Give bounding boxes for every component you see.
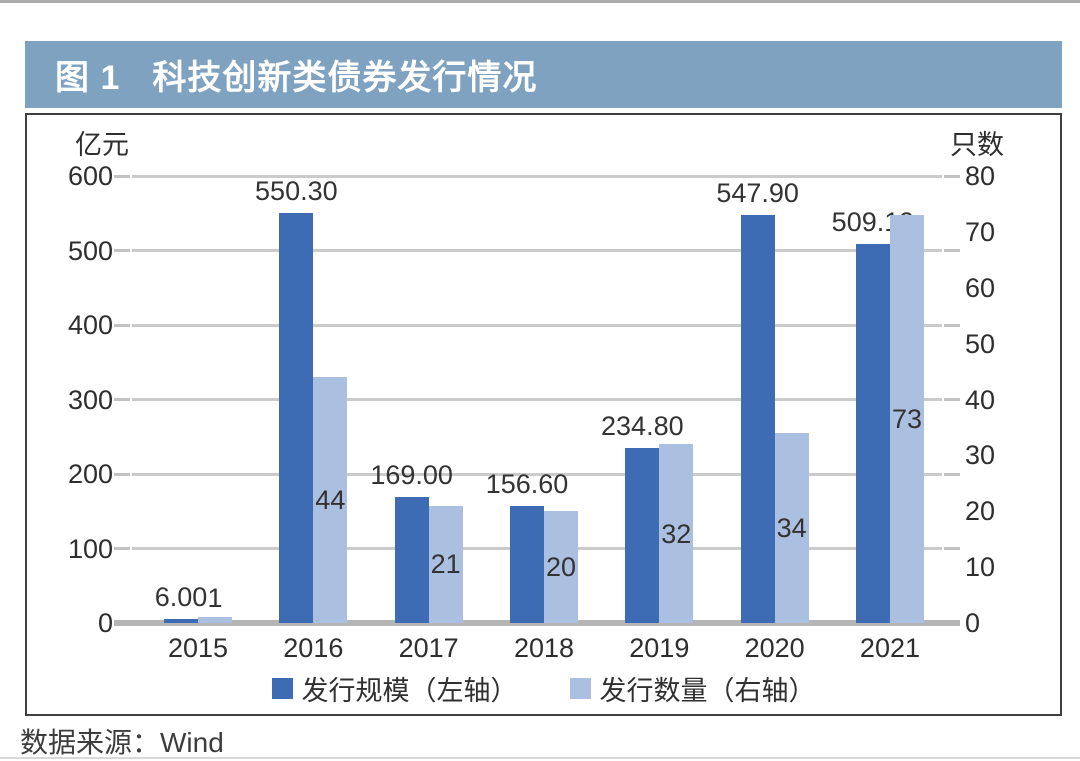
bar-count-label-2016: 44 (315, 485, 346, 516)
x-axis-label-2015: 2015 (167, 633, 229, 663)
data-source: 数据来源：Wind (20, 727, 224, 758)
legend-label: 发行规模（左轴） (301, 675, 518, 706)
y-axis-right-label-0: 0 (965, 608, 981, 638)
right-tick-300 (944, 398, 960, 401)
bar-scale-label-2020: 547.90 (716, 177, 799, 208)
plot-area: 0 100 200 300 400 500 600 0 10 20 30 40 50 60 70 80 6.00… (27, 115, 1060, 714)
bar-scale-2016 (279, 213, 314, 623)
bar-scale-2018 (509, 506, 544, 623)
figure-title: 科技创新类债券发行情况 (152, 59, 538, 97)
y-axis-right-label-40: 40 (965, 384, 996, 415)
y-axis-right-label-60: 60 (965, 272, 996, 303)
y-axis-right-label-80: 80 (965, 161, 996, 191)
left-tick-100 (114, 547, 130, 550)
bar-count-2015 (198, 617, 232, 623)
x-axis-label-2017: 2017 (398, 633, 459, 663)
y-axis-right-label-70: 70 (965, 216, 996, 247)
figure-title-bar: 图 1 科技创新类债券发行情况 (25, 41, 1062, 108)
y-axis-right-label-50: 50 (965, 328, 996, 359)
bar-scale-2017 (394, 497, 429, 623)
legend: 发行规模（左轴） 发行数量（右轴） (27, 669, 1060, 708)
bar-scale-label-2016: 550.30 (255, 176, 338, 207)
bar-count-2020 (774, 433, 809, 623)
left-tick-400 (114, 323, 130, 327)
left-tick-500 (114, 249, 130, 252)
bar-scale-label-2019: 234.80 (601, 411, 684, 442)
right-tick-200 (944, 472, 960, 476)
bar-count-label-2017: 21 (430, 549, 461, 580)
y-axis-left-label-500: 500 (67, 235, 113, 266)
left-tick-300 (114, 398, 130, 401)
gridline-0 (114, 620, 960, 626)
bar-scale-label-2017: 169.00 (370, 460, 453, 491)
bar-count-2018 (543, 511, 578, 623)
right-tick-400 (944, 323, 960, 327)
gridline-200 (132, 472, 942, 476)
y-axis-left-label-400: 400 (67, 310, 113, 340)
bar-count-label-2019: 32 (661, 518, 692, 549)
bar-count-label-2015: 1 (207, 583, 223, 614)
bar-count-label-2020: 34 (776, 513, 807, 543)
x-axis-label-2018: 2018 (513, 633, 575, 663)
bar-scale-2019 (625, 448, 660, 623)
legend-item-count: 发行数量（右轴） (569, 669, 816, 708)
left-tick-200 (114, 472, 130, 476)
gridline-500 (132, 249, 942, 252)
legend-swatch-icon (569, 677, 591, 699)
legend-swatch-icon (271, 677, 293, 699)
left-axis-title: 亿元 (75, 130, 129, 160)
bar-scale-label-2015: 6.00 (154, 581, 208, 612)
right-axis-title: 只数 (950, 130, 1004, 160)
x-axis-label-2020: 2020 (744, 633, 805, 663)
left-tick-600 (114, 174, 130, 178)
y-axis-left-label-200: 200 (67, 459, 113, 489)
y-axis-left-label-300: 300 (67, 384, 113, 415)
bar-count-label-2021: 73 (891, 404, 922, 435)
bar-count-2017 (428, 505, 463, 623)
bar-count-label-2018: 20 (545, 552, 577, 583)
x-axis-label-2019: 2019 (629, 633, 690, 663)
y-axis-left-label-600: 600 (67, 161, 113, 191)
legend-item-scale: 发行规模（左轴） (271, 669, 518, 708)
gridline-300 (132, 398, 942, 401)
right-tick-100 (944, 547, 960, 550)
right-tick-500 (944, 249, 960, 252)
bar-count-2019 (659, 444, 694, 623)
bar-scale-2020 (740, 214, 775, 623)
bar-scale-label-2018: 156.60 (485, 469, 569, 500)
y-axis-right-label-20: 20 (965, 496, 996, 527)
legend-label: 发行数量（右轴） (599, 675, 816, 706)
x-axis-label-2021: 2021 (859, 633, 921, 663)
bar-scale-2021 (855, 243, 890, 623)
right-tick-600 (944, 174, 960, 178)
y-axis-left-label-100: 100 (67, 533, 113, 564)
y-axis-left-label-0: 0 (97, 608, 113, 638)
bar-count-2021 (889, 215, 924, 623)
chart-frame: 亿元 只数 0 100 200 300 400 500 600 0 10 20 30 40 50 60 70… (25, 113, 1062, 716)
bar-count-2016 (313, 377, 348, 623)
gridline-600 (132, 174, 942, 178)
figure-label: 图 1 (55, 59, 121, 97)
y-axis-right-label-10: 10 (965, 552, 996, 583)
gridline-400 (132, 323, 942, 327)
bar-scale-2015 (164, 618, 198, 623)
x-axis-label-2016: 2016 (283, 633, 344, 663)
y-axis-right-label-30: 30 (965, 440, 996, 471)
